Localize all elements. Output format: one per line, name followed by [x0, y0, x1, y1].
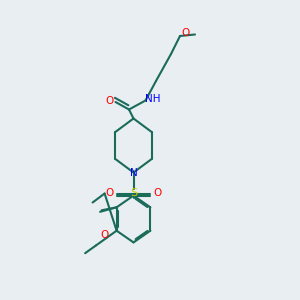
Text: O: O [100, 230, 109, 240]
Text: O: O [105, 95, 114, 106]
Text: O: O [105, 188, 114, 199]
Text: N: N [130, 167, 137, 178]
Text: O: O [182, 28, 190, 38]
Text: NH: NH [145, 94, 161, 104]
Text: O: O [153, 188, 162, 199]
Text: S: S [130, 188, 137, 199]
